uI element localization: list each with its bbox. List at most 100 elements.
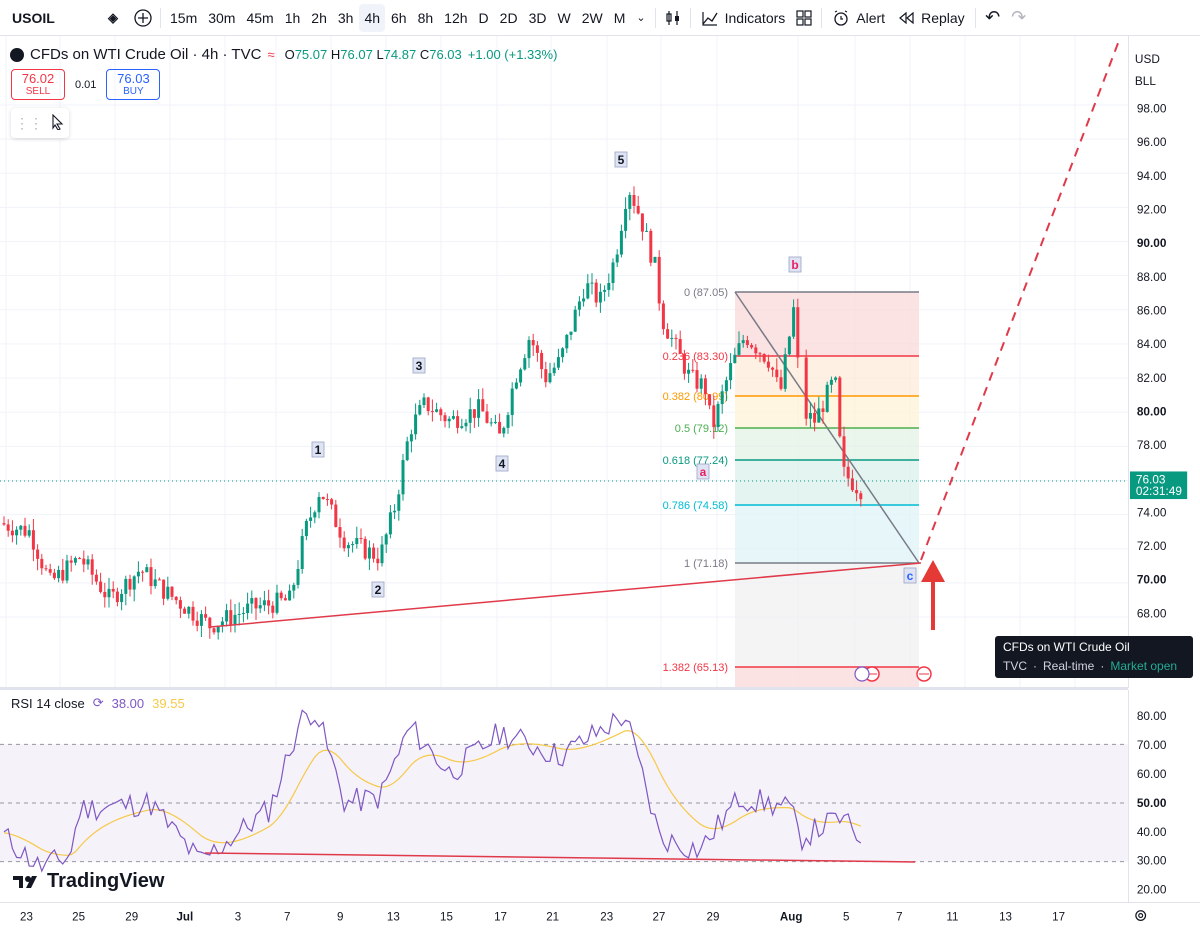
chevron-down-icon[interactable]: ⌄ [636, 12, 646, 24]
candle-body [149, 567, 153, 587]
tf-45m[interactable]: 45m [246, 9, 274, 26]
tf-2w[interactable]: 2W [581, 9, 603, 26]
tf-12h[interactable]: 12h [444, 9, 468, 26]
chart-legend: CFDs on WTI Crude Oil · 4h · TVC ≈ O75.0… [10, 46, 557, 63]
rsi-chart[interactable] [0, 690, 1128, 902]
candle-body [115, 591, 119, 603]
elliott-waves[interactable]: 1 2 3 4 5 a b c [311, 151, 917, 598]
drawings[interactable] [209, 37, 1121, 682]
candle-body [61, 569, 65, 581]
time-tick-label: 9 [337, 911, 343, 923]
tf-6h[interactable]: 6h [391, 9, 407, 26]
candle-body [493, 421, 497, 423]
cursor-icon[interactable] [51, 113, 65, 133]
candle-body [99, 581, 103, 592]
tf-1h[interactable]: 1h [284, 9, 301, 26]
time-tick-label: 29 [707, 911, 720, 923]
wave-label-4: 4 [499, 457, 506, 471]
candle-body [90, 559, 94, 575]
tf-2d[interactable]: 2D [499, 9, 518, 26]
candle-body [279, 592, 283, 599]
candle-body [834, 377, 838, 380]
candle-body [367, 547, 371, 559]
candle-body [519, 369, 523, 383]
tf-15m[interactable]: 15m [170, 9, 198, 26]
trade-buttons: 76.02 SELL 0.01 76.03 BUY [11, 69, 161, 100]
tradingview-logo[interactable]: TradingView [13, 870, 164, 893]
wave-icon: ≈ [267, 47, 275, 62]
candle-body [506, 415, 510, 428]
diamond-icon[interactable]: ◈ [108, 9, 118, 25]
candle-body [619, 230, 623, 255]
candle-body [204, 614, 208, 618]
sell-button[interactable]: 76.02 SELL [11, 69, 65, 100]
wave-label-a: a [700, 465, 707, 479]
candle-body [183, 608, 187, 614]
candle-body [699, 378, 703, 389]
rsi-ticks: 80.00 70.00 60.00 50.00 40.00 30.00 20.00 [1137, 709, 1167, 897]
candle-body [10, 530, 14, 536]
price-scale[interactable]: USD BLL 98.00 96.00 94.00 92.00 90.00 88.00 86.0… [1128, 36, 1200, 688]
indicators-icon [701, 11, 718, 26]
undo-icon[interactable]: ↶ [985, 7, 1001, 27]
candle-body [363, 538, 367, 559]
tf-3d[interactable]: 3D [528, 9, 547, 26]
price-tick-label: 84.00 [1137, 337, 1167, 351]
candle-body [808, 412, 812, 419]
candle-body [510, 388, 514, 416]
candle-body [384, 534, 388, 545]
candle-body [670, 337, 674, 339]
candle-body [439, 409, 443, 416]
tf-d[interactable]: D [478, 9, 489, 26]
high-label: H [330, 47, 341, 62]
candle-body [846, 466, 850, 479]
price-chart[interactable]: 0 (87.05) 0.236 (83.30) 0.382 (80.99) 0.5 (… [0, 36, 1128, 688]
time-axis[interactable]: 23 25 29 Jul 3 7 9 13 15 17 21 23 27 29 Aug 5 7 11 13 17 [0, 902, 1200, 931]
rsi-ma-line [3, 730, 862, 856]
chart-title[interactable]: CFDs on WTI Crude Oil · 4h · TVC [30, 46, 262, 63]
add-symbol-icon[interactable] [130, 5, 156, 31]
time-tick-label: 13 [387, 911, 400, 923]
symbol-search[interactable]: USOIL ◈ [6, 5, 124, 31]
alert-button[interactable]: Alert [826, 4, 891, 32]
templates-icon[interactable] [791, 5, 817, 31]
fib-level-label: 0.786 (74.58) [663, 500, 728, 512]
candle-body [708, 394, 712, 406]
tf-30m[interactable]: 30m [208, 9, 236, 26]
candle-body [817, 408, 821, 423]
sell-label: SELL [25, 86, 51, 97]
refresh-icon[interactable]: ⟳ [92, 695, 104, 710]
tf-4h[interactable]: 4h [359, 3, 386, 32]
candle-body [338, 527, 342, 538]
open-label: O [284, 47, 295, 62]
rsi-label[interactable]: RSI 14 close [11, 695, 85, 711]
candle-body [27, 530, 31, 536]
tf-3h[interactable]: 3h [337, 9, 354, 26]
redo-icon[interactable]: ↷ [1011, 7, 1027, 27]
replay-button[interactable]: Replay [891, 4, 971, 32]
tf-8h[interactable]: 8h [417, 9, 434, 26]
ohlc-values: O75.07 H76.07 L74.87 C76.03 [285, 47, 462, 62]
gear-icon[interactable] [1135, 910, 1147, 922]
fib-level-label: 0 (87.05) [684, 287, 728, 299]
candles-icon[interactable] [660, 5, 686, 31]
indicators-button[interactable]: Indicators [695, 4, 792, 32]
drag-handle-icon[interactable]: ⋮⋮ [15, 114, 43, 131]
event-icon [854, 666, 870, 682]
candle-body [246, 603, 250, 614]
tf-2h[interactable]: 2h [311, 9, 327, 26]
candle-body [703, 378, 707, 395]
candle-body [418, 405, 422, 415]
tf-w[interactable]: W [557, 9, 571, 26]
buy-button[interactable]: 76.03 BUY [106, 69, 161, 100]
time-tick-label: 11 [946, 911, 958, 923]
fib-level-label: 1.382 (65.13) [663, 662, 728, 674]
candle-body [598, 291, 602, 303]
support-trendline [209, 562, 922, 628]
tf-m[interactable]: M [613, 9, 626, 26]
toolbar-divider [160, 7, 161, 28]
pane-separator[interactable] [0, 687, 1128, 690]
rsi-scale[interactable]: 80.00 70.00 60.00 50.00 40.00 30.00 20.00 [1128, 690, 1200, 902]
candle-body [636, 205, 640, 214]
candle-body [838, 377, 842, 437]
